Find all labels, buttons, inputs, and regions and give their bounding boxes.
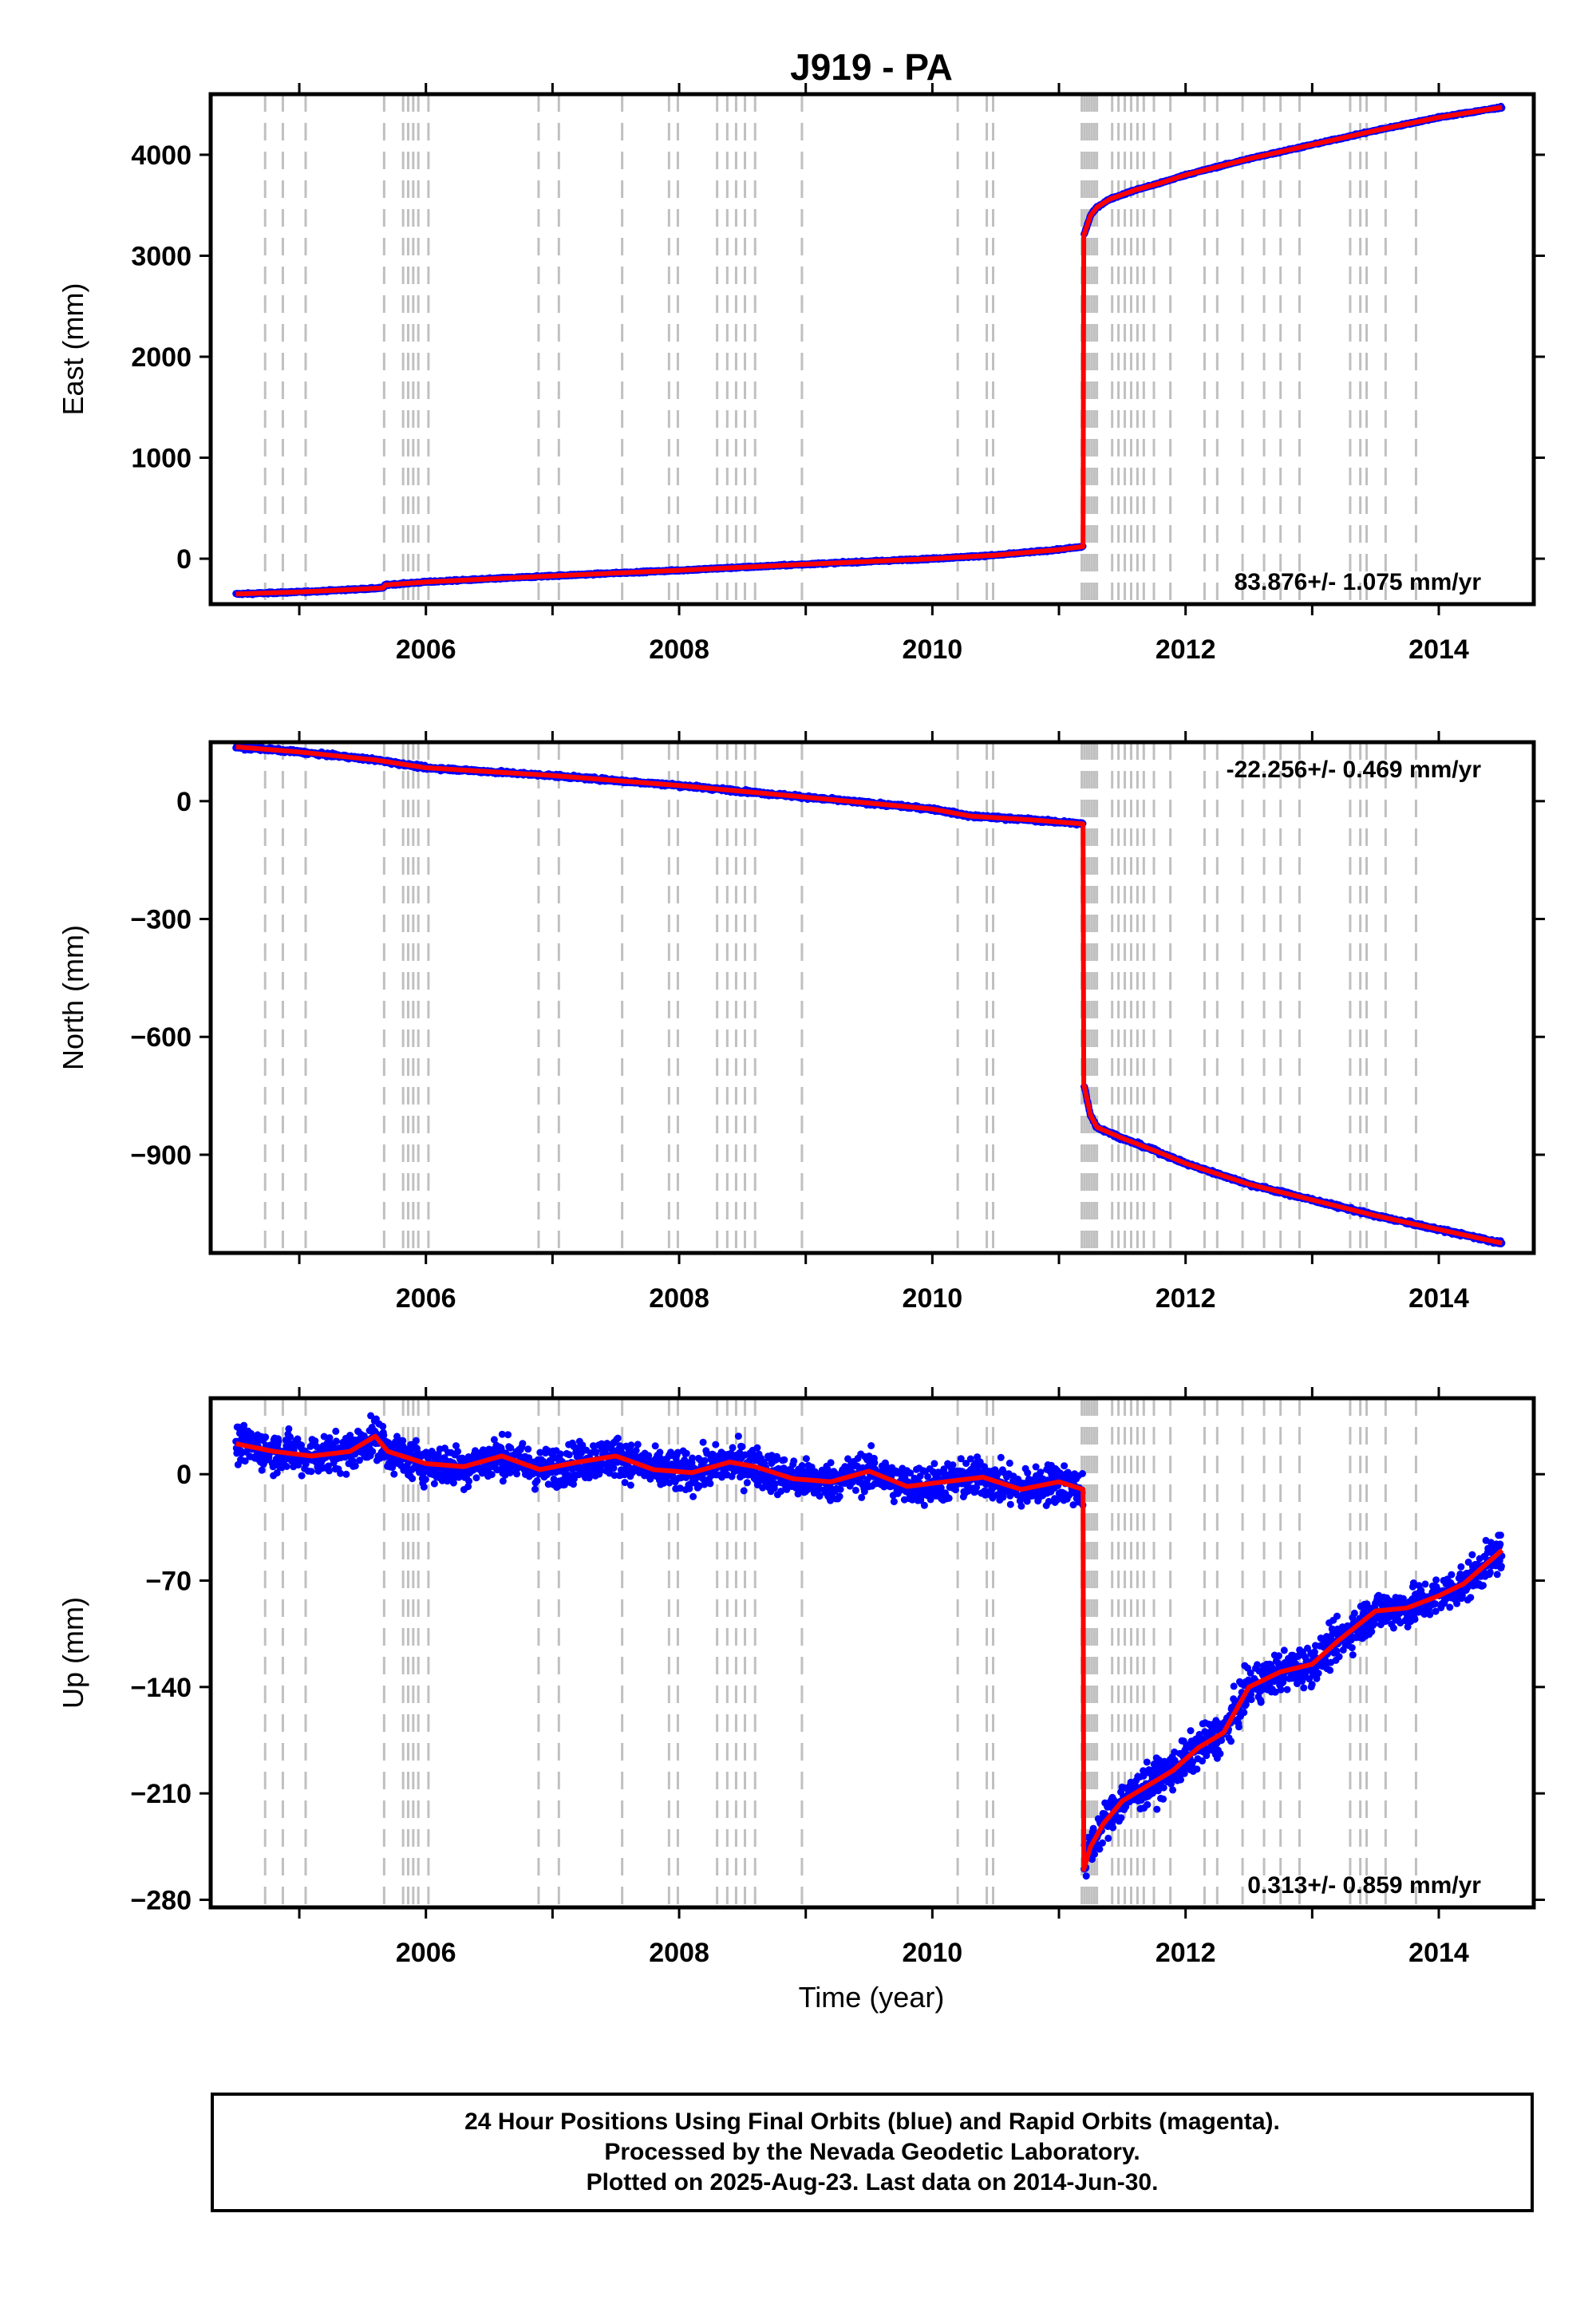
rate-label-east: 83.876+/- 1.075 mm/yr bbox=[1235, 569, 1482, 595]
panel-frame bbox=[208, 92, 1536, 607]
y-tick-label: 1000 bbox=[131, 444, 192, 474]
x-tick-label: 2014 bbox=[1408, 634, 1469, 665]
chart-title: J919 - PA bbox=[790, 46, 953, 88]
panel-plot-area bbox=[232, 742, 1506, 1253]
data-points-east bbox=[232, 102, 1506, 599]
x-tick-label: 2006 bbox=[396, 634, 456, 665]
y-tick-label: 3000 bbox=[131, 241, 192, 271]
x-tick-label: 2012 bbox=[1156, 634, 1216, 665]
x-tick-label: 2008 bbox=[649, 634, 709, 665]
panels: 2006 2008 2010 2012 2014 0 1000 2000 3000 4000 Eas… bbox=[57, 83, 1545, 1968]
y-axis-label-east: East (mm) bbox=[57, 283, 89, 416]
y-tick-label: 0 bbox=[176, 544, 192, 575]
data-points-north bbox=[232, 742, 1506, 1247]
model-line-east bbox=[235, 105, 1503, 597]
panel-east: 2006 2008 2010 2012 2014 0 1000 2000 3000 4000 Eas… bbox=[57, 83, 1545, 665]
y-tick-label: 4000 bbox=[131, 140, 192, 171]
x-tick-label: 2010 bbox=[903, 634, 963, 665]
panel-plot-area bbox=[232, 94, 1506, 604]
y-tick-label: 2000 bbox=[131, 342, 192, 373]
